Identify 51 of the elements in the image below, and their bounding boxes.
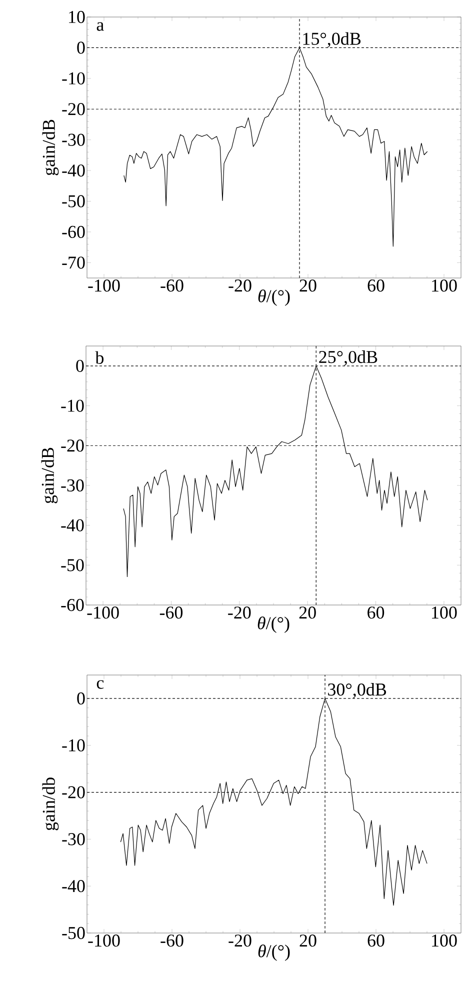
x-tick-label: 60 (368, 280, 384, 292)
annotation: 30°,0dB (328, 682, 386, 698)
annotation: 25°,0dB (319, 350, 378, 366)
annotation: 15°,0dB (303, 32, 361, 48)
y-tick-label: 0 (77, 692, 85, 705)
x-tick-label: 20 (299, 606, 316, 619)
chart-title: b (95, 351, 104, 364)
y-tick-label: -50 (62, 195, 85, 208)
x-axis-title: θ/(°) (258, 944, 290, 961)
y-tick-label: 10 (69, 10, 85, 24)
y-tick-label: 0 (77, 42, 85, 54)
x-tick-label: -100 (88, 934, 120, 947)
x-tick-label: -100 (88, 280, 120, 292)
y-axis-title: gain/dB (41, 448, 58, 504)
y-tick-label: 0 (76, 360, 84, 372)
x-tick-label: -20 (228, 280, 252, 292)
x-tick-label: 60 (368, 606, 384, 619)
x-tick-label: -60 (160, 606, 183, 619)
y-tick-label: -10 (62, 739, 85, 752)
x-tick-label: -60 (160, 280, 184, 292)
x-tick-label: -60 (160, 934, 184, 947)
x-tick-label: 60 (368, 934, 384, 947)
chart-title: a (96, 22, 104, 31)
x-tick-label: -20 (228, 606, 251, 619)
x-tick-label: 20 (300, 934, 316, 947)
y-tick-label: -20 (62, 786, 85, 798)
x-axis-title: θ/(°) (258, 289, 290, 306)
y-tick-label: -30 (61, 479, 84, 492)
x-tick-label: 100 (432, 280, 457, 292)
y-tick-label: -60 (62, 226, 85, 238)
y-tick-label: -40 (61, 519, 84, 532)
x-tick-label: 20 (300, 280, 316, 292)
y-axis-title: gain/db (42, 778, 59, 830)
y-axis-title: gain/dB (42, 120, 59, 176)
y-tick-label: -40 (62, 880, 85, 892)
y-tick-label: -50 (61, 559, 84, 572)
y-tick-label: -20 (61, 440, 84, 452)
chart-title: c (96, 680, 104, 689)
x-tick-label: 100 (432, 934, 457, 947)
x-axis-title: θ/(°) (258, 616, 290, 633)
y-tick-label: -20 (62, 103, 85, 116)
y-tick-label: -10 (62, 72, 85, 84)
x-tick-label: -100 (87, 606, 119, 619)
y-tick-label: -40 (62, 164, 85, 177)
y-tick-label: -30 (62, 833, 85, 846)
y-tick-label: -70 (62, 256, 85, 269)
y-tick-label: -30 (62, 134, 85, 146)
y-tick-label: -10 (61, 400, 84, 412)
x-tick-label: -20 (228, 934, 252, 947)
y-tick-label: -50 (62, 926, 85, 940)
x-tick-label: 100 (432, 606, 457, 619)
